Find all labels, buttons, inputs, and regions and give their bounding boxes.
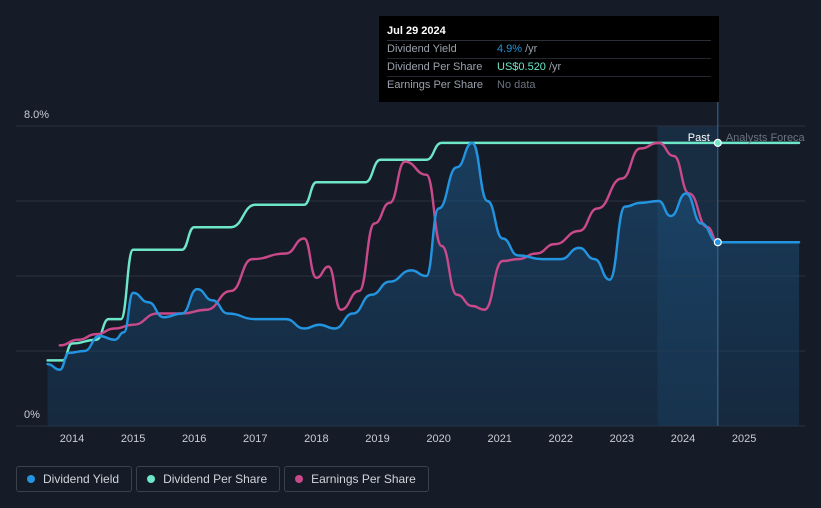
- legend-dot-icon: [27, 475, 35, 483]
- x-tick-label: 2020: [426, 433, 450, 445]
- past-label: Past: [688, 132, 710, 144]
- tooltip-label: Dividend Per Share: [387, 61, 483, 73]
- x-tick-label: 2016: [182, 433, 206, 445]
- dividend-yield-marker: [713, 238, 722, 247]
- dividend-per-share-marker: [713, 138, 722, 147]
- x-tick-label: 2022: [549, 433, 573, 445]
- legend-item-dividend-per-share[interactable]: Dividend Per Share: [136, 466, 281, 492]
- x-tick-label: 2014: [60, 433, 84, 445]
- y-tick-label: 0%: [24, 409, 40, 421]
- x-tick-label: 2023: [610, 433, 634, 445]
- dividend-yield-area: [47, 142, 800, 426]
- x-tick-label: 2021: [487, 433, 511, 445]
- x-tick-label: 2025: [732, 433, 756, 445]
- x-tick-label: 2017: [243, 433, 267, 445]
- forecast-label: Analysts Forecasts: [726, 132, 819, 144]
- x-tick-label: 2019: [365, 433, 389, 445]
- x-tick-label: 2024: [671, 433, 695, 445]
- legend-item-earnings-per-share[interactable]: Earnings Per Share: [284, 466, 429, 492]
- tooltip-unit: /yr: [525, 43, 538, 55]
- x-tick-label: 2015: [121, 433, 145, 445]
- legend-label: Earnings Per Share: [311, 472, 416, 486]
- dividend-yield-line: [46, 141, 801, 371]
- tooltip-value: 4.9%: [497, 43, 523, 55]
- legend-dot-icon: [147, 475, 156, 483]
- tooltip-unit: /yr: [548, 61, 562, 73]
- x-tick-label: 2018: [304, 433, 328, 445]
- y-tick-label: 8.0%: [24, 109, 49, 121]
- tooltip-row-dividend-yield: Dividend Yield 4.9% /yr: [387, 41, 711, 59]
- tooltip-date: Jul 29 2024: [387, 22, 711, 41]
- legend-dot-icon: [295, 475, 304, 483]
- tooltip-value: US$0.520: [497, 61, 546, 73]
- chart-legend: Dividend Yield Dividend Per Share Earnin…: [16, 466, 429, 494]
- tooltip-row-dividend-per-share: Dividend Per Share US$0.520 /yr: [387, 59, 711, 77]
- legend-label: Dividend Per Share: [163, 472, 268, 486]
- chart-tooltip: Jul 29 2024 Dividend Yield 4.9% /yr Divi…: [379, 16, 719, 102]
- tooltip-value: No data: [497, 79, 536, 91]
- tooltip-label: Dividend Yield: [387, 43, 457, 55]
- legend-item-dividend-yield[interactable]: Dividend Yield: [16, 466, 133, 492]
- tooltip-label: Earnings Per Share: [387, 79, 483, 91]
- dividend-per-share-line: [46, 141, 801, 362]
- legend-label: Dividend Yield: [43, 472, 120, 486]
- tooltip-row-earnings-per-share: Earnings Per Share No data: [387, 77, 711, 94]
